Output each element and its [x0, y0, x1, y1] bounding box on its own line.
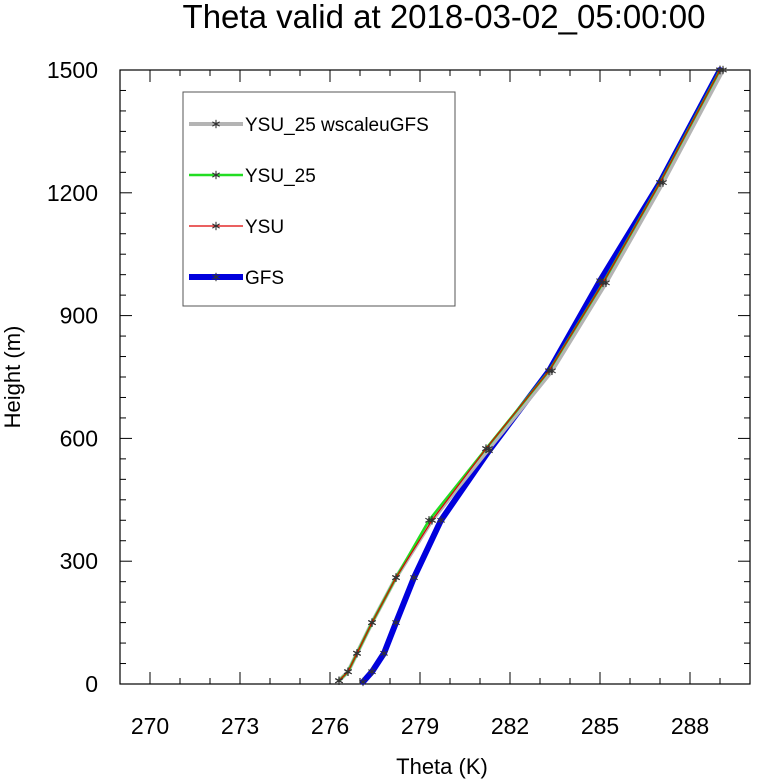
- y-tick-label: 1500: [47, 57, 98, 83]
- x-tick-label: 270: [131, 713, 169, 739]
- data-point: [602, 278, 610, 288]
- x-tick-label: 282: [491, 713, 529, 739]
- data-point: [212, 272, 220, 282]
- data-point: [392, 573, 400, 582]
- data-point: [392, 618, 400, 627]
- data-point: [212, 221, 220, 231]
- data-point: [485, 444, 493, 453]
- y-tick-label: 1200: [47, 180, 98, 206]
- data-point: [410, 573, 418, 582]
- y-tick-label: 900: [60, 303, 98, 329]
- data-point: [548, 366, 556, 376]
- legend: YSU_25 wscaleuGFS YSU_25 YSU GFS: [182, 91, 456, 307]
- data-point: [344, 667, 352, 676]
- data-point: [428, 516, 436, 525]
- data-point: [545, 366, 553, 376]
- data-point: [368, 618, 376, 627]
- x-tick-label: 285: [581, 713, 619, 739]
- plot-area: 270 273 276 279 282 285 288 0 300 600 900 1200 1500: [47, 57, 751, 739]
- x-axis-label: Theta (K): [396, 754, 488, 779]
- data-point: [716, 65, 724, 75]
- x-tick-label: 273: [221, 713, 259, 739]
- data-point: [212, 119, 220, 129]
- data-point: [353, 649, 361, 658]
- legend-label-ysu-25-wscaleugfs: YSU_25 wscaleuGFS: [245, 115, 429, 136]
- legend-label-ysu: YSU: [245, 217, 284, 238]
- data-point: [335, 676, 343, 685]
- y-tick-label: 300: [60, 548, 98, 574]
- y-tick-label: 0: [85, 671, 98, 697]
- y-tick-label: 600: [60, 425, 98, 451]
- x-tick-label: 276: [311, 713, 349, 739]
- data-point: [380, 649, 388, 658]
- data-point: [719, 65, 727, 75]
- chart-title: Theta valid at 2018-03-02_05:00:00: [183, 0, 706, 35]
- data-point: [656, 178, 664, 187]
- y-axis-label: Height (m): [0, 326, 25, 429]
- x-tick-label: 279: [401, 713, 439, 739]
- legend-label-ysu-25: YSU_25: [245, 166, 316, 187]
- data-point: [425, 516, 433, 525]
- data-point: [599, 278, 607, 288]
- data-point: [212, 170, 220, 180]
- data-point: [437, 516, 445, 525]
- legend-label-gfs: GFS: [245, 268, 284, 289]
- data-point: [482, 444, 490, 453]
- data-point: [368, 667, 376, 676]
- legend-box: [182, 91, 456, 307]
- data-point: [659, 178, 667, 187]
- data-point: [359, 677, 367, 687]
- x-tick-label: 288: [671, 713, 709, 739]
